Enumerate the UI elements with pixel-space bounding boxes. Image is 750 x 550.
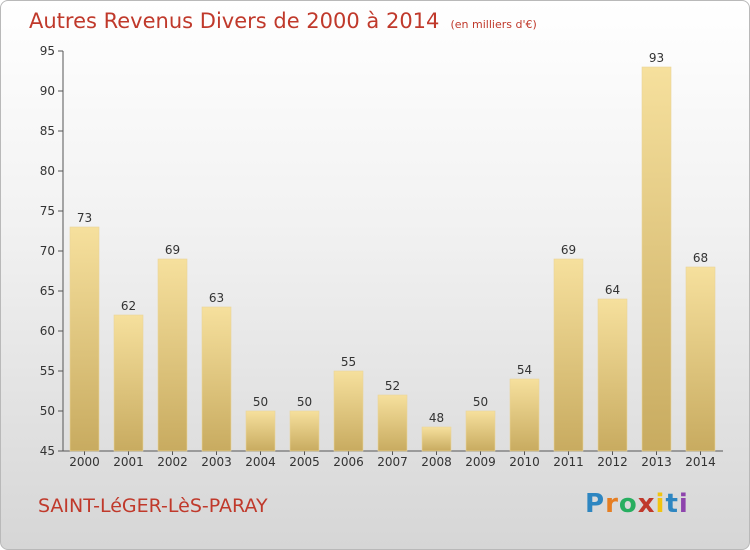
bar bbox=[553, 258, 584, 452]
y-tick-label: 75 bbox=[40, 204, 55, 218]
bar bbox=[69, 226, 100, 452]
bar bbox=[289, 410, 320, 452]
x-tick-label: 2014 bbox=[685, 455, 716, 469]
data-label: 50 bbox=[297, 395, 312, 409]
data-label: 69 bbox=[165, 243, 180, 257]
y-tick-label: 85 bbox=[40, 124, 55, 138]
data-label: 63 bbox=[209, 291, 224, 305]
x-tick-label: 2004 bbox=[245, 455, 276, 469]
x-tick-label: 2011 bbox=[553, 455, 584, 469]
data-label: 68 bbox=[693, 251, 708, 265]
bar bbox=[333, 370, 364, 452]
y-tick-label: 70 bbox=[40, 244, 55, 258]
bar bbox=[113, 314, 144, 452]
data-label: 50 bbox=[473, 395, 488, 409]
chart-unit: (en milliers d'€) bbox=[450, 18, 537, 31]
bar bbox=[641, 66, 672, 452]
data-label: 55 bbox=[341, 355, 356, 369]
data-label: 52 bbox=[385, 379, 400, 393]
x-tick-label: 2010 bbox=[509, 455, 540, 469]
data-label: 73 bbox=[77, 211, 92, 225]
y-tick-label: 90 bbox=[40, 84, 55, 98]
y-tick-label: 95 bbox=[40, 44, 55, 58]
chart-title: Autres Revenus Divers de 2000 à 2014 (en… bbox=[29, 9, 537, 33]
x-tick-label: 2001 bbox=[113, 455, 144, 469]
data-label: 48 bbox=[429, 411, 444, 425]
bar bbox=[597, 298, 628, 452]
x-tick-label: 2005 bbox=[289, 455, 320, 469]
x-tick-label: 2003 bbox=[201, 455, 232, 469]
bar bbox=[465, 410, 496, 452]
chart-title-text: Autres Revenus Divers de 2000 à 2014 bbox=[29, 9, 440, 33]
data-label: 54 bbox=[517, 363, 532, 377]
bars: 73 62 69 63 50 50 55 52 48 50 54 69 64 93 68 bbox=[69, 51, 716, 452]
x-tick-label: 2008 bbox=[421, 455, 452, 469]
bar bbox=[157, 258, 188, 452]
city-name: SAINT-LéGER-LèS-PARAY bbox=[38, 495, 268, 517]
x-tick-label: 2012 bbox=[597, 455, 628, 469]
bar bbox=[685, 266, 716, 452]
x-tick-label: 2009 bbox=[465, 455, 496, 469]
y-tick-label: 45 bbox=[40, 444, 55, 458]
y-tick-label: 80 bbox=[40, 164, 55, 178]
x-tick-label: 2000 bbox=[69, 455, 100, 469]
bar bbox=[201, 306, 232, 452]
data-label: 69 bbox=[561, 243, 576, 257]
y-tick-label: 50 bbox=[40, 404, 55, 418]
proxiti-logo[interactable]: Proxiti bbox=[585, 489, 689, 519]
axes: 45 50 55 60 65 70 75 80 85 90 95 2000 2001 2002 2003 20… bbox=[40, 44, 723, 469]
bar bbox=[245, 410, 276, 452]
bar bbox=[509, 378, 540, 452]
x-tick-label: 2006 bbox=[333, 455, 364, 469]
y-tick-label: 65 bbox=[40, 284, 55, 298]
data-label: 62 bbox=[121, 299, 136, 313]
x-tick-label: 2007 bbox=[377, 455, 408, 469]
x-tick-label: 2013 bbox=[641, 455, 672, 469]
y-tick-label: 60 bbox=[40, 324, 55, 338]
bar bbox=[377, 394, 408, 452]
x-tick-label: 2002 bbox=[157, 455, 188, 469]
data-label: 50 bbox=[253, 395, 268, 409]
data-label: 64 bbox=[605, 283, 620, 297]
bar bbox=[421, 426, 452, 452]
data-label: 93 bbox=[649, 51, 664, 65]
y-tick-label: 55 bbox=[40, 364, 55, 378]
